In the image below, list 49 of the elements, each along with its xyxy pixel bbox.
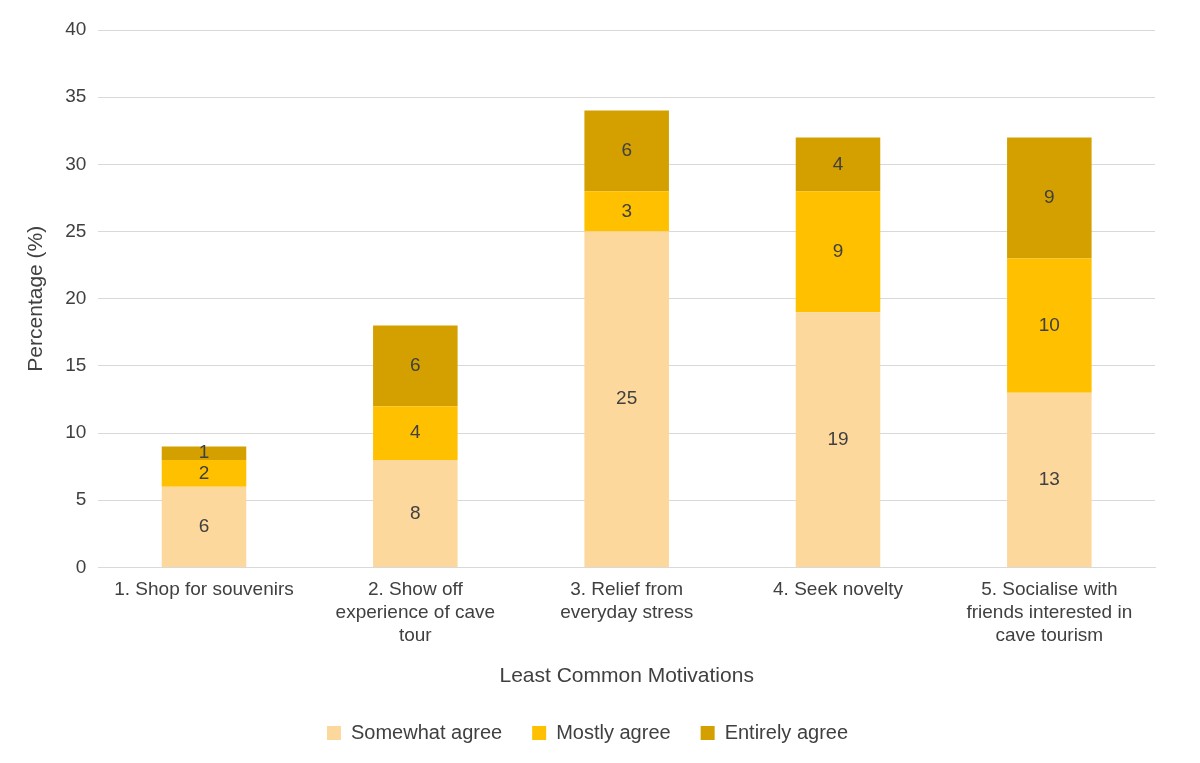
bar <box>373 459 458 567</box>
x-axis-title: Least Common Motivations <box>499 663 754 687</box>
y-tick-label: 40 <box>65 18 87 40</box>
bar <box>161 486 247 567</box>
bar <box>373 325 458 407</box>
bar <box>161 459 247 487</box>
data-label: 25 <box>616 387 638 409</box>
data-label: 10 <box>1038 313 1060 335</box>
data-label: 9 <box>1044 186 1055 208</box>
x-tick-label: 2. Show off experience of cave tour <box>335 578 496 645</box>
legend-label: Somewhat agree <box>350 720 503 743</box>
legend-label: Entirely agree <box>724 720 849 743</box>
x-tick-label: 1. Shop for souvenirs <box>114 578 294 600</box>
data-label: 2 <box>198 461 210 483</box>
y-axis-title: Percentage (%) <box>23 225 47 372</box>
bar <box>795 191 881 313</box>
data-label: 4 <box>832 152 844 174</box>
data-label: 8 <box>410 501 421 523</box>
data-label: 9 <box>832 239 844 261</box>
bar <box>1007 392 1092 567</box>
bar <box>1007 137 1092 259</box>
x-tick-label: 4. Seek novelty <box>773 578 904 600</box>
data-label: 6 <box>198 515 210 537</box>
bar <box>1007 258 1092 393</box>
y-tick-label: 5 <box>75 488 87 510</box>
bar <box>584 191 669 232</box>
data-label: 6 <box>410 354 421 376</box>
bar <box>584 110 669 192</box>
bar <box>795 137 881 192</box>
x-tick-label: 3. Relief from everyday stress <box>560 578 694 622</box>
legend-label: Mostly agree <box>556 720 671 743</box>
data-label: 19 <box>827 427 849 449</box>
bar <box>584 231 669 567</box>
data-label: 6 <box>621 139 632 161</box>
data-label: 1 <box>198 441 210 463</box>
data-label: 13 <box>1038 468 1060 490</box>
data-label: 4 <box>410 421 422 443</box>
y-tick-label: 10 <box>65 421 87 443</box>
y-tick-label: 35 <box>65 85 87 107</box>
y-tick-label: 20 <box>65 286 87 308</box>
bar <box>795 312 881 567</box>
bar <box>373 406 458 460</box>
x-tick-label: 5. Socialise with friends interested in cave tourism <box>966 578 1133 645</box>
bar <box>161 446 247 460</box>
y-tick-label: 25 <box>65 219 87 241</box>
y-tick-label: 30 <box>65 152 87 174</box>
y-tick-label: 0 <box>75 555 87 577</box>
y-tick-label: 15 <box>65 354 87 376</box>
data-label: 3 <box>621 199 632 221</box>
